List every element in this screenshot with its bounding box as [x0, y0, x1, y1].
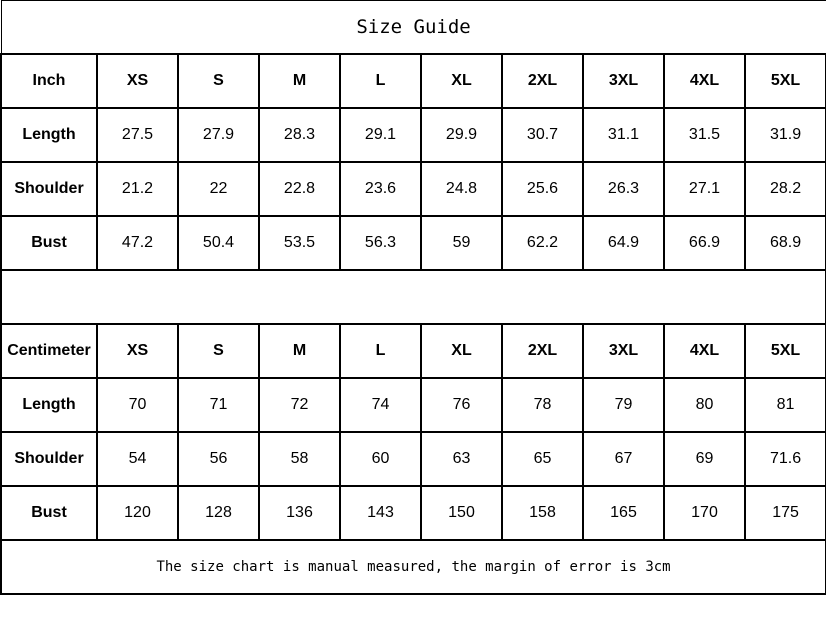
unit-header: Inch: [0, 53, 98, 109]
size-guide-table: Size Guide Inch XS S M L XL 2XL 3XL 4XL 5XL Length…: [0, 0, 826, 595]
table-row: Bust 47.2 50.4 53.5 56.3 59 62.2 64.9 66.9 68.9: [0, 215, 826, 271]
table-row: Length 70 71 72 74 76 78 79 80 81: [0, 377, 826, 433]
measurement-cell: 50.4: [177, 215, 260, 271]
measurement-cell: 29.1: [339, 107, 422, 163]
measurement-cell: 165: [582, 485, 665, 541]
measurement-cell: 27.9: [177, 107, 260, 163]
measurement-cell: 70: [96, 377, 179, 433]
size-header: XL: [420, 53, 503, 109]
size-header: 4XL: [663, 323, 746, 379]
measurement-cell: 170: [663, 485, 746, 541]
measurement-cell: 24.8: [420, 161, 503, 217]
size-guide-title: Size Guide: [0, 0, 826, 55]
measurement-cell: 69: [663, 431, 746, 487]
measurement-cell: 80: [663, 377, 746, 433]
measurement-cell: 68.9: [743, 215, 826, 271]
size-header: L: [339, 323, 422, 379]
table-row: Bust 120 128 136 143 150 158 165 170 175: [0, 485, 826, 541]
measurement-cell: 59: [420, 215, 503, 271]
measurement-cell: 21.2: [96, 161, 179, 217]
row-label: Shoulder: [0, 431, 98, 487]
measurement-cell: 175: [743, 485, 826, 541]
measurement-cell: 65: [501, 431, 584, 487]
measurement-cell: 31.9: [743, 107, 826, 163]
measurement-cell: 64.9: [582, 215, 665, 271]
unit-header: Centimeter: [0, 323, 98, 379]
measurement-cell: 128: [177, 485, 260, 541]
measurement-cell: 27.5: [96, 107, 179, 163]
measurement-cell: 71.6: [743, 431, 826, 487]
measurement-cell: 23.6: [339, 161, 422, 217]
measurement-cell: 31.5: [663, 107, 746, 163]
title-row: Size Guide: [0, 0, 826, 55]
measurement-cell: 136: [258, 485, 341, 541]
row-label: Bust: [0, 485, 98, 541]
measurement-cell: 27.1: [663, 161, 746, 217]
measurement-cell: 22.8: [258, 161, 341, 217]
table-row: Shoulder 54 56 58 60 63 65 67 69 71.6: [0, 431, 826, 487]
spacer-cell: [0, 269, 826, 325]
measurement-cell: 56: [177, 431, 260, 487]
row-label: Bust: [0, 215, 98, 271]
size-header: 3XL: [582, 53, 665, 109]
measurement-cell: 78: [501, 377, 584, 433]
measurement-cell: 76: [420, 377, 503, 433]
size-header: 5XL: [743, 53, 826, 109]
size-header: 4XL: [663, 53, 746, 109]
size-header: L: [339, 53, 422, 109]
measurement-cell: 143: [339, 485, 422, 541]
size-header: 3XL: [582, 323, 665, 379]
size-header: 2XL: [501, 323, 584, 379]
measurement-cell: 67: [582, 431, 665, 487]
measurement-cell: 28.2: [743, 161, 826, 217]
table-row: Length 27.5 27.9 28.3 29.1 29.9 30.7 31.1 31.5 31…: [0, 107, 826, 163]
header-row: Inch XS S M L XL 2XL 3XL 4XL 5XL: [0, 53, 826, 109]
table-row: Shoulder 21.2 22 22.8 23.6 24.8 25.6 26.3 27.1 28…: [0, 161, 826, 217]
size-header: S: [177, 53, 260, 109]
measurement-cell: 26.3: [582, 161, 665, 217]
measurement-cell: 62.2: [501, 215, 584, 271]
measurement-cell: 120: [96, 485, 179, 541]
measurement-cell: 71: [177, 377, 260, 433]
measurement-cell: 28.3: [258, 107, 341, 163]
measurement-cell: 56.3: [339, 215, 422, 271]
measurement-cell: 79: [582, 377, 665, 433]
measurement-cell: 30.7: [501, 107, 584, 163]
size-header: M: [258, 323, 341, 379]
size-header: M: [258, 53, 341, 109]
measurement-cell: 150: [420, 485, 503, 541]
measurement-cell: 66.9: [663, 215, 746, 271]
measurement-cell: 31.1: [582, 107, 665, 163]
size-header: 2XL: [501, 53, 584, 109]
header-row: Centimeter XS S M L XL 2XL 3XL 4XL 5XL: [0, 323, 826, 379]
spacer-row: [0, 269, 826, 325]
size-header: XL: [420, 323, 503, 379]
size-header: S: [177, 323, 260, 379]
measurement-cell: 29.9: [420, 107, 503, 163]
measurement-cell: 58: [258, 431, 341, 487]
measurement-cell: 25.6: [501, 161, 584, 217]
row-label: Length: [0, 377, 98, 433]
measurement-note: The size chart is manual measured, the m…: [0, 539, 826, 595]
measurement-cell: 81: [743, 377, 826, 433]
measurement-cell: 54: [96, 431, 179, 487]
row-label: Length: [0, 107, 98, 163]
measurement-cell: 72: [258, 377, 341, 433]
row-label: Shoulder: [0, 161, 98, 217]
measurement-cell: 158: [501, 485, 584, 541]
measurement-cell: 22: [177, 161, 260, 217]
measurement-cell: 63: [420, 431, 503, 487]
measurement-cell: 74: [339, 377, 422, 433]
measurement-cell: 47.2: [96, 215, 179, 271]
measurement-cell: 53.5: [258, 215, 341, 271]
note-row: The size chart is manual measured, the m…: [0, 539, 826, 595]
measurement-cell: 60: [339, 431, 422, 487]
size-header: 5XL: [743, 323, 826, 379]
size-header: XS: [96, 323, 179, 379]
size-header: XS: [96, 53, 179, 109]
